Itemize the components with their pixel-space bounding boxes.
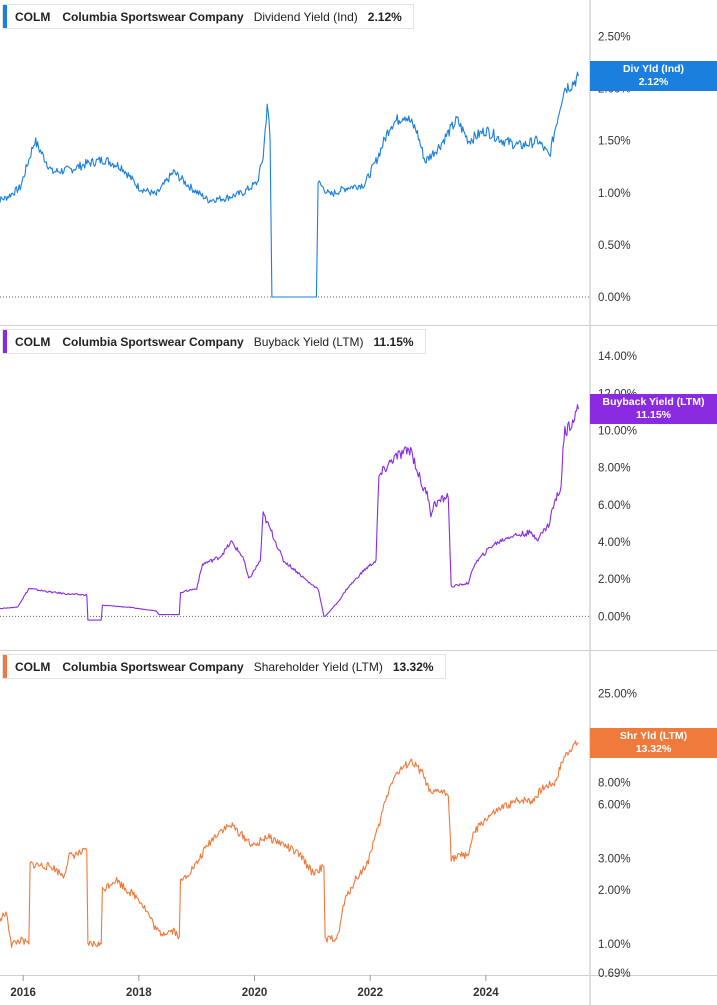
- series-line: [0, 71, 579, 298]
- legend-company: Columbia Sportswear Company: [62, 334, 244, 349]
- y-tick-label: 3.00%: [598, 854, 631, 866]
- y-tick-label: 10.00%: [598, 426, 637, 438]
- y-tick-label: 2.00%: [598, 574, 631, 586]
- legend-dividend-yield: COLM Columbia Sportswear Company Dividen…: [2, 4, 414, 29]
- legend-color-swatch: [3, 655, 7, 678]
- legend-color-swatch: [3, 330, 7, 353]
- tag-label: Shr Yld (LTM): [619, 729, 688, 742]
- y-tick-label: 1.00%: [598, 939, 631, 951]
- y-tick-label: 1.00%: [598, 188, 631, 200]
- tag-value: 13.32%: [635, 742, 672, 755]
- legend-color-swatch: [3, 5, 7, 28]
- y-tick-label: 4.00%: [598, 537, 631, 549]
- legend-company: Columbia Sportswear Company: [62, 9, 244, 24]
- y-tick-label: 2.50%: [598, 31, 631, 43]
- y-tick-label: 14.00%: [598, 351, 637, 363]
- x-axis: 2016 2018 2020 2022 2024: [10, 975, 499, 999]
- legend-ticker: COLM: [15, 9, 51, 24]
- legend-ticker: COLM: [15, 659, 51, 674]
- y-tick-label: 25.00%: [598, 689, 637, 701]
- y-tick-label: 2.00%: [598, 885, 631, 897]
- x-tick-label: 2020: [242, 987, 268, 999]
- y-tick-label: 8.00%: [598, 463, 631, 475]
- panel-0: 0.00%0.50%1.00%1.50%2.00%2.50%: [0, 31, 631, 304]
- y-tick-label: 1.50%: [598, 136, 631, 148]
- panel-2: 0.69% 1.00% 2.00% 3.00% 6.00% 8.00% 25.00%: [0, 689, 637, 980]
- legend-shareholder-yield: COLM Columbia Sportswear Company Shareho…: [2, 654, 446, 679]
- x-tick-label: 2022: [357, 987, 383, 999]
- legend-current-value: 13.32%: [392, 659, 434, 674]
- legend-metric: Dividend Yield (Ind): [253, 9, 358, 24]
- y-tick-label: 0.50%: [598, 240, 631, 252]
- legend-metric: Buyback Yield (LTM): [253, 334, 364, 349]
- tag-value: 2.12%: [638, 76, 669, 89]
- current-value-tag: Buyback Yield (LTM) 11.15%: [590, 394, 717, 425]
- x-tick-label: 2024: [473, 987, 499, 999]
- y-tick-label: 6.00%: [598, 500, 631, 512]
- tag-value: 11.15%: [635, 409, 672, 422]
- legend-current-value: 11.15%: [373, 334, 414, 349]
- series-line: [0, 740, 579, 948]
- y-tick-label: 8.00%: [598, 777, 631, 789]
- panel-1: 0.00%2.00%4.00%6.00%8.00%10.00%12.00%14.…: [0, 351, 637, 623]
- y-tick-label: 0.00%: [598, 611, 631, 623]
- x-tick-label: 2016: [10, 987, 36, 999]
- x-tick-label: 2018: [126, 987, 152, 999]
- legend-ticker: COLM: [15, 334, 51, 349]
- y-tick-label: 0.00%: [598, 292, 631, 304]
- legend-current-value: 2.12%: [367, 9, 402, 24]
- legend-company: Columbia Sportswear Company: [62, 659, 244, 674]
- y-tick-label: 6.00%: [598, 800, 631, 812]
- legend-metric: Shareholder Yield (LTM): [253, 659, 383, 674]
- series-line: [0, 404, 579, 621]
- tag-label: Div Yld (Ind): [622, 63, 685, 76]
- y-tick-label: 0.69%: [598, 968, 631, 980]
- current-value-tag: Div Yld (Ind) 2.12%: [590, 61, 717, 92]
- current-value-tag: Shr Yld (LTM) 13.32%: [590, 727, 717, 758]
- legend-buyback-yield: COLM Columbia Sportswear Company Buyback…: [2, 329, 426, 354]
- tag-label: Buyback Yield (LTM): [602, 396, 705, 409]
